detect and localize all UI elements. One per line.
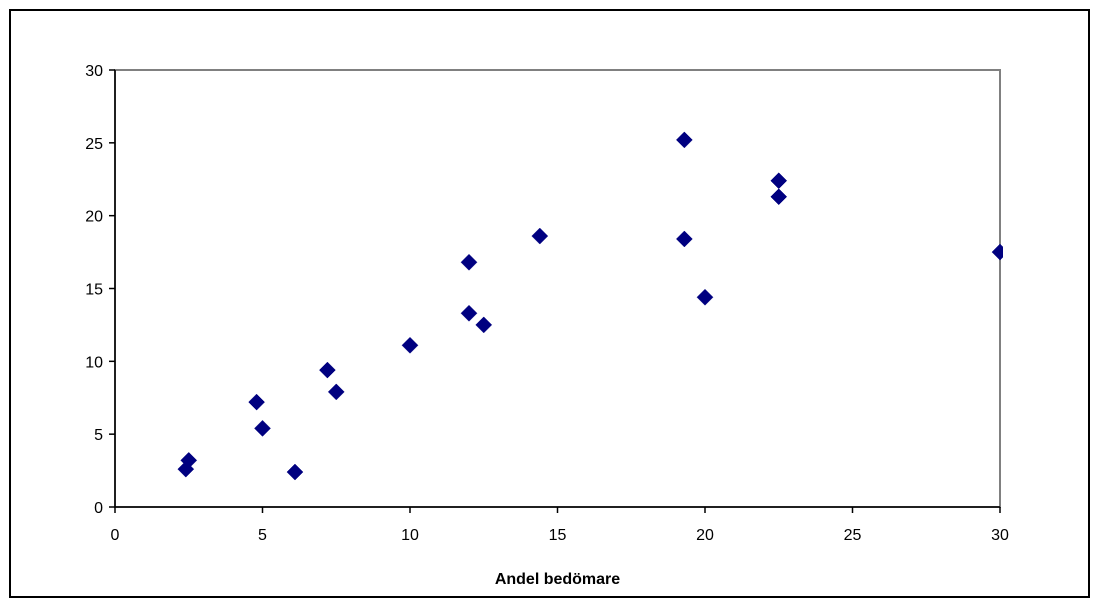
- x-tick-label: 10: [401, 527, 419, 544]
- x-tick-label: 0: [111, 527, 120, 544]
- y-tick-label: 0: [94, 500, 103, 517]
- data-point: [460, 304, 478, 322]
- x-tick-label: 15: [549, 527, 567, 544]
- data-point: [177, 460, 195, 478]
- x-tick-label: 25: [844, 527, 862, 544]
- plot-area: [114, 69, 1001, 508]
- data-point: [475, 316, 493, 334]
- data-point: [286, 463, 304, 481]
- plot-area-border: [114, 69, 1001, 508]
- data-point: [696, 288, 714, 306]
- y-tick-label: 10: [85, 354, 103, 371]
- y-tick-label: 15: [85, 282, 103, 299]
- x-tick-label: 20: [696, 527, 714, 544]
- data-point: [248, 393, 265, 411]
- data-point: [770, 188, 788, 206]
- data-point: [531, 227, 549, 245]
- ticks: 0 5 10 15 20 25 30 0 5 10 15 20 25 30: [85, 63, 1009, 544]
- data-point: [675, 131, 693, 149]
- y-tick-label: 25: [85, 136, 103, 153]
- data-point: [254, 419, 271, 437]
- y-tick-label: 5: [94, 427, 103, 444]
- x-tick-label: 30: [991, 527, 1009, 544]
- data-points: [177, 131, 1003, 481]
- data-point: [675, 230, 693, 248]
- data-point: [991, 243, 1003, 261]
- data-point: [319, 361, 336, 379]
- data-point: [460, 253, 478, 271]
- x-axis-title: Andel bedömare: [495, 571, 620, 588]
- y-tick-label: 20: [85, 209, 103, 226]
- x-tick-label: 5: [258, 527, 267, 544]
- y-tick-label: 30: [85, 63, 103, 80]
- data-point: [327, 383, 345, 401]
- data-point: [401, 336, 419, 354]
